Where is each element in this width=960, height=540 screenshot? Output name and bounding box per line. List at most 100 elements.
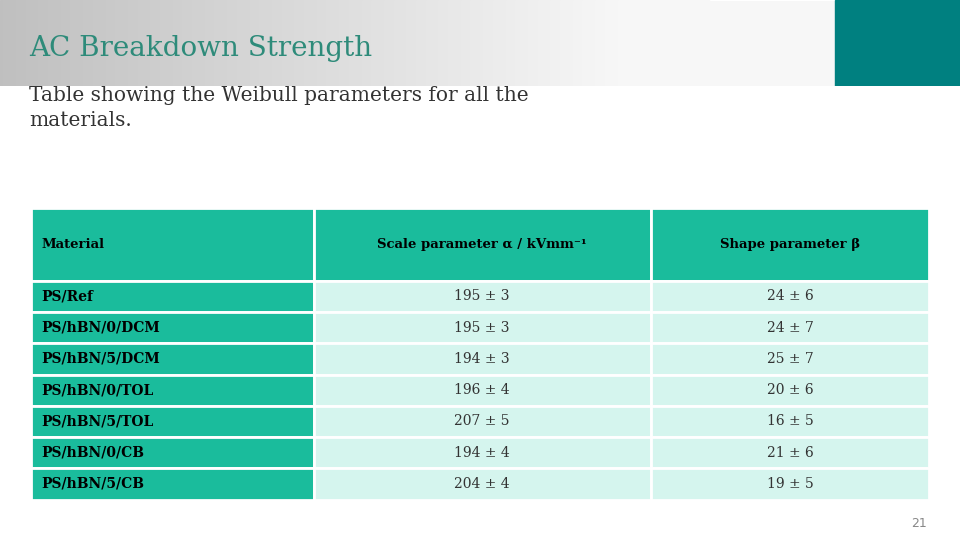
Bar xyxy=(480,0,483,86)
Bar xyxy=(406,0,410,86)
Bar xyxy=(128,0,132,86)
Bar xyxy=(185,0,189,86)
Bar xyxy=(266,0,269,86)
Bar xyxy=(554,0,557,86)
Bar xyxy=(905,0,909,86)
Bar xyxy=(496,0,499,86)
Bar xyxy=(944,0,948,86)
Bar xyxy=(304,0,307,86)
Bar xyxy=(509,0,512,86)
Bar xyxy=(381,0,384,86)
Bar xyxy=(410,0,413,86)
Bar xyxy=(103,0,106,86)
Bar xyxy=(252,0,256,86)
Bar xyxy=(928,0,931,86)
Bar xyxy=(396,0,400,86)
Bar xyxy=(45,0,48,86)
Bar xyxy=(902,0,905,86)
Bar xyxy=(96,0,99,86)
Bar xyxy=(58,0,60,86)
Bar xyxy=(691,0,694,86)
Bar xyxy=(147,0,151,86)
Text: PS/hBN/5/CB: PS/hBN/5/CB xyxy=(41,477,144,491)
Bar xyxy=(173,0,176,86)
Bar xyxy=(199,0,202,86)
Bar xyxy=(617,0,621,86)
Bar xyxy=(857,0,861,86)
Bar xyxy=(806,0,809,86)
Bar xyxy=(787,0,790,86)
Bar xyxy=(320,0,324,86)
Bar xyxy=(230,0,233,86)
Bar xyxy=(326,0,329,86)
Bar xyxy=(64,0,67,86)
Bar xyxy=(627,0,631,86)
Bar xyxy=(298,0,300,86)
Bar xyxy=(746,0,749,86)
Bar xyxy=(749,0,752,86)
Text: PS/hBN/0/DCM: PS/hBN/0/DCM xyxy=(41,321,160,335)
Bar xyxy=(16,0,19,86)
Bar xyxy=(259,0,262,86)
Bar xyxy=(468,0,470,86)
Bar xyxy=(708,0,710,86)
Bar xyxy=(682,0,684,86)
Bar xyxy=(429,0,432,86)
Bar xyxy=(269,0,272,86)
Bar xyxy=(218,0,221,86)
Bar xyxy=(794,0,797,86)
Bar xyxy=(333,0,336,86)
Bar xyxy=(125,0,128,86)
Bar xyxy=(752,0,756,86)
Bar xyxy=(435,0,439,86)
Bar xyxy=(36,0,38,86)
Bar xyxy=(957,0,960,86)
Bar xyxy=(864,0,867,86)
Text: 24 ± 7: 24 ± 7 xyxy=(767,321,813,335)
Bar xyxy=(374,0,377,86)
Bar xyxy=(852,0,854,86)
Bar xyxy=(518,0,521,86)
Bar xyxy=(586,0,588,86)
Bar xyxy=(192,0,195,86)
Bar xyxy=(557,0,560,86)
Bar xyxy=(784,0,787,86)
Bar xyxy=(12,0,16,86)
Bar xyxy=(214,0,218,86)
Bar xyxy=(612,0,614,86)
Bar xyxy=(55,0,58,86)
Bar xyxy=(272,0,276,86)
Bar xyxy=(506,0,509,86)
Bar xyxy=(444,0,448,86)
Bar xyxy=(819,0,823,86)
Bar xyxy=(377,0,381,86)
Bar xyxy=(576,0,579,86)
Text: Scale parameter α / kVmm⁻¹: Scale parameter α / kVmm⁻¹ xyxy=(377,238,588,251)
Bar xyxy=(909,0,912,86)
Bar xyxy=(3,0,7,86)
Bar xyxy=(790,0,794,86)
Bar xyxy=(195,0,199,86)
Bar xyxy=(461,0,464,86)
Bar xyxy=(208,0,211,86)
Bar xyxy=(384,0,387,86)
Bar xyxy=(118,0,122,86)
Bar xyxy=(893,0,896,86)
Bar xyxy=(329,0,333,86)
Bar xyxy=(848,0,852,86)
Bar xyxy=(835,0,838,86)
Bar xyxy=(348,0,352,86)
Bar xyxy=(448,0,451,86)
Bar xyxy=(365,0,368,86)
Bar xyxy=(278,0,281,86)
Bar xyxy=(391,0,394,86)
Bar xyxy=(832,0,835,86)
Text: Shape parameter β: Shape parameter β xyxy=(720,238,860,251)
Bar xyxy=(141,0,144,86)
Bar xyxy=(650,0,653,86)
Bar xyxy=(458,0,461,86)
Bar xyxy=(425,0,429,86)
Bar xyxy=(826,0,828,86)
Bar xyxy=(621,0,624,86)
Bar xyxy=(535,0,538,86)
